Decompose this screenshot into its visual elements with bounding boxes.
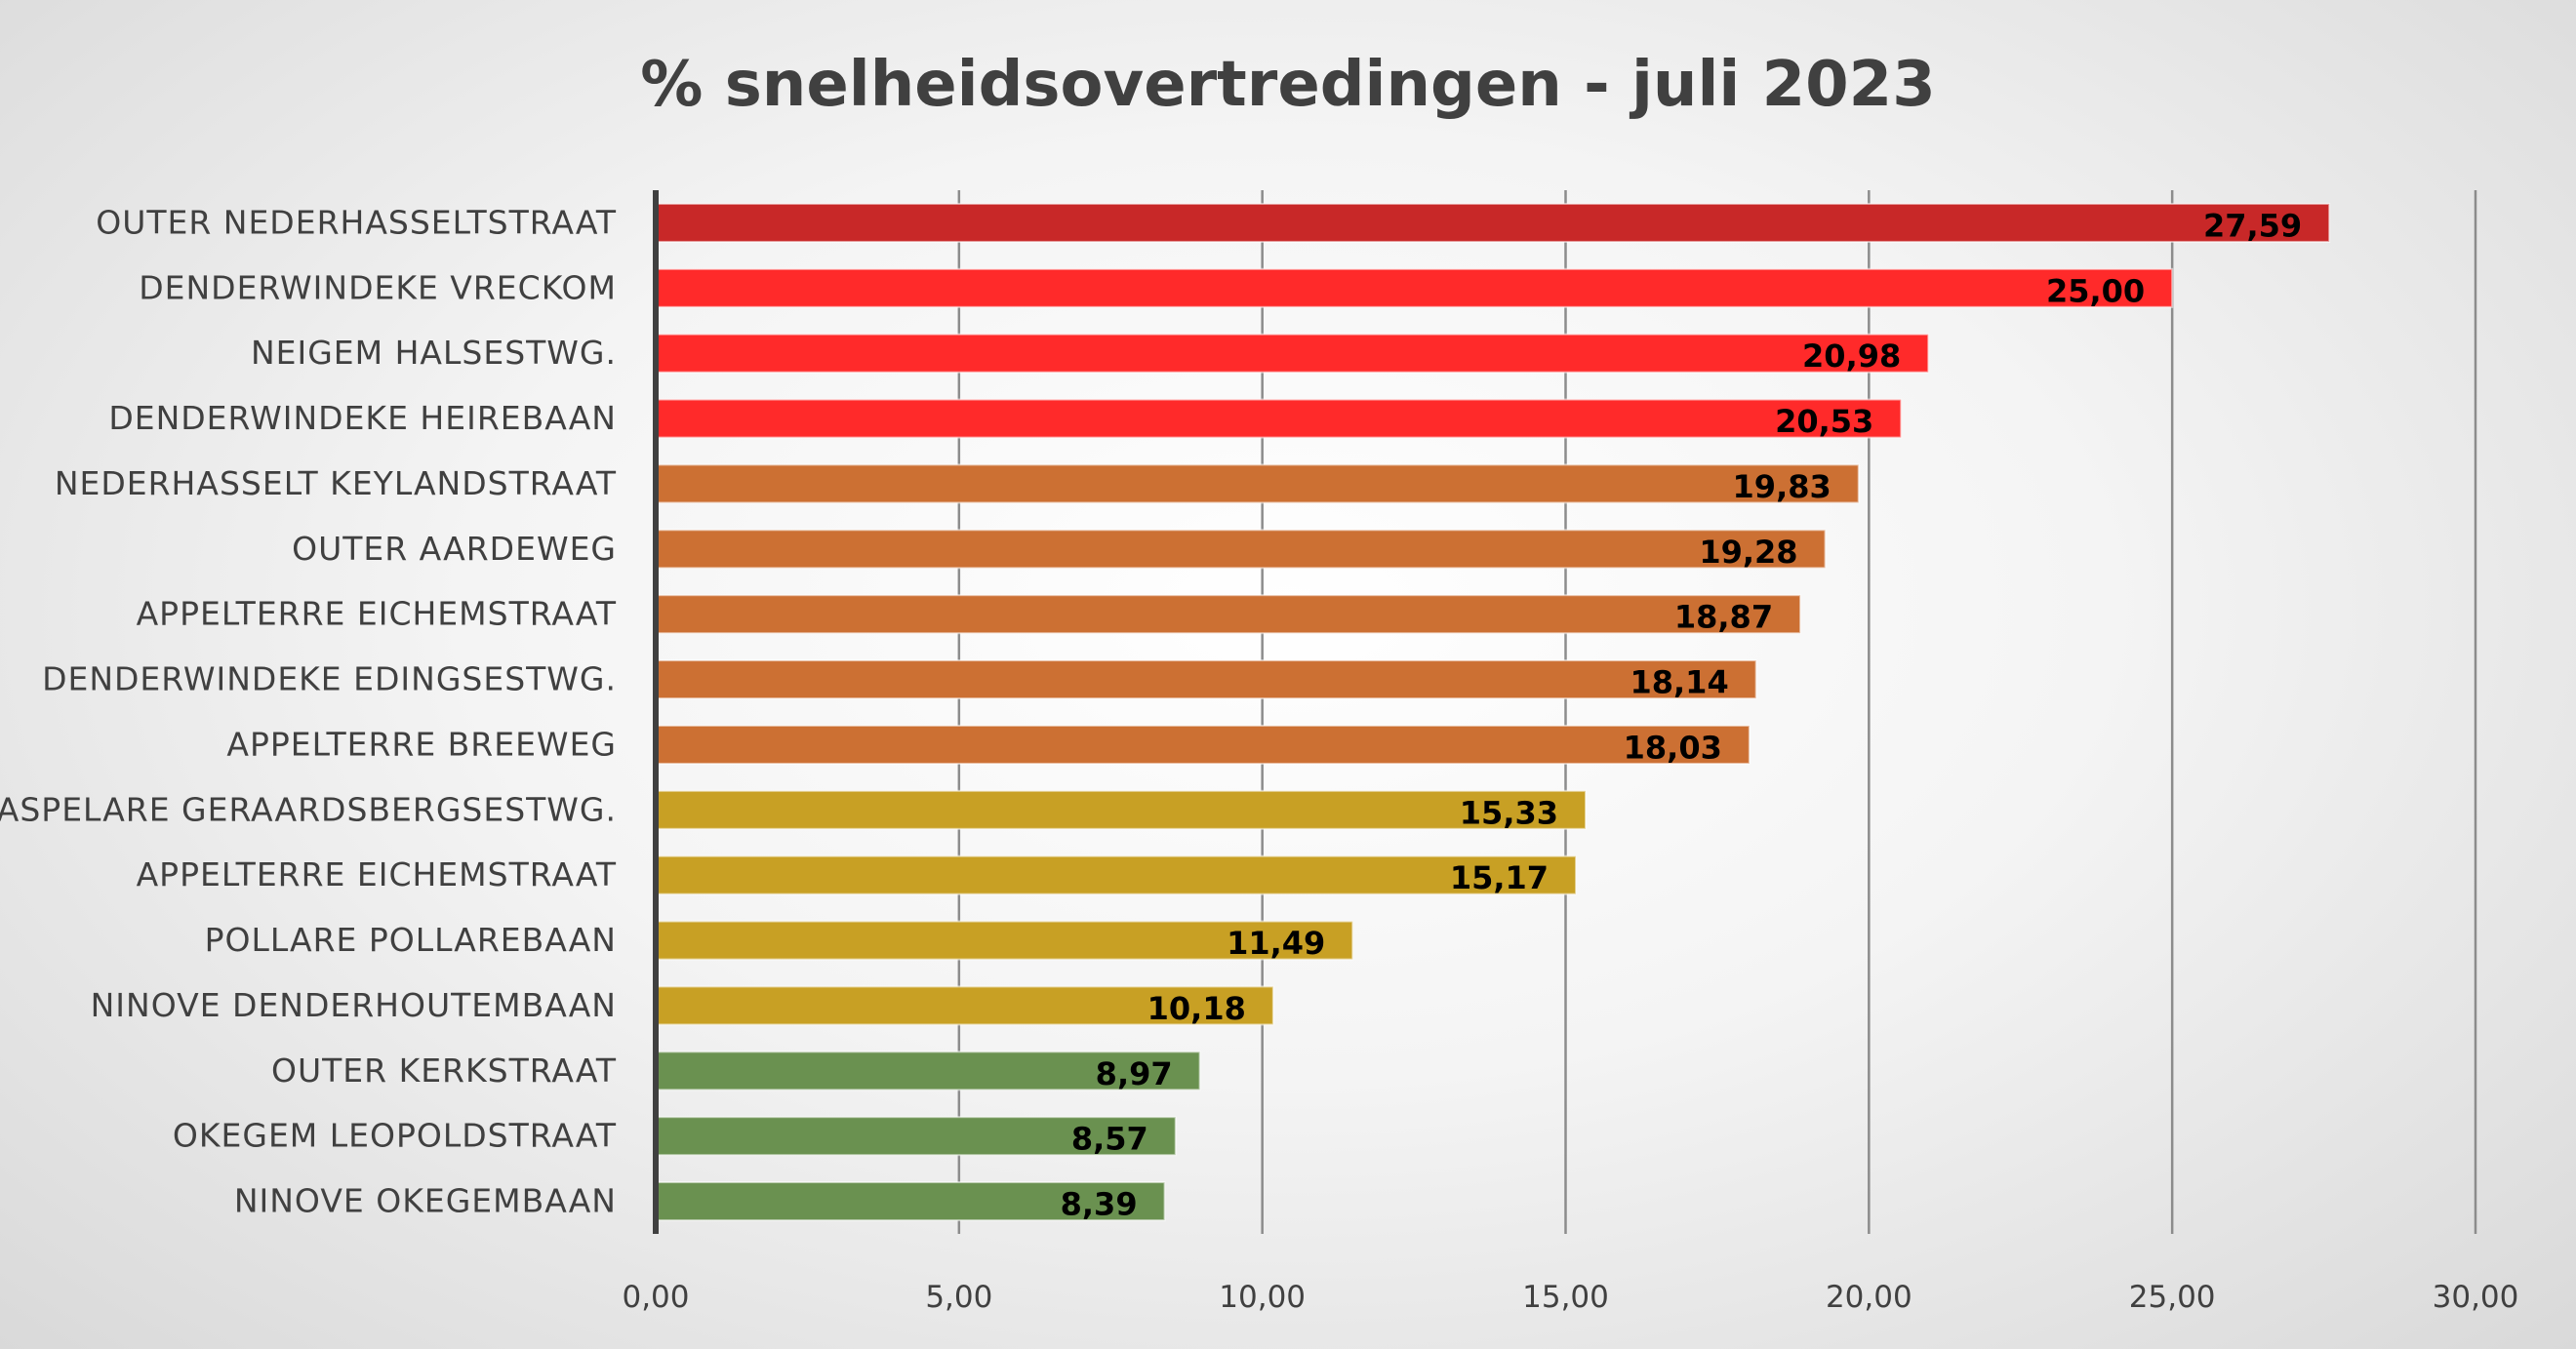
- x-tick-label-4: 20,00: [1826, 1280, 1912, 1315]
- category-label-13: OUTER KERKSTRAAT: [271, 1051, 617, 1090]
- x-tick-label-0: 0,00: [622, 1280, 689, 1315]
- x-tick-label-5: 25,00: [2129, 1280, 2216, 1315]
- data-label-6: 18,87: [1674, 599, 1773, 636]
- bar-15: [655, 1181, 1166, 1222]
- bar-11: [655, 920, 1354, 961]
- bar-7: [655, 659, 1757, 700]
- x-axis-tick-labels: 0,00 5,00 10,00 15,00 20,00 25,00 30,00: [622, 1280, 2518, 1315]
- category-label-0: OUTER NEDERHASSELTSTRAAT: [96, 203, 617, 241]
- bar-9: [655, 789, 1588, 830]
- data-label-7: 18,14: [1630, 664, 1728, 701]
- category-label-11: POLLARE POLLAREBAAN: [205, 921, 617, 959]
- x-tick-label-1: 5,00: [925, 1280, 992, 1315]
- bar-10: [655, 854, 1578, 895]
- bar-8: [655, 724, 1751, 765]
- category-label-1: DENDERWINDEKE VRECKOM: [139, 268, 617, 306]
- data-label-13: 8,97: [1096, 1055, 1173, 1092]
- category-label-14: OKEGEM LEOPOLDSTRAAT: [173, 1117, 617, 1155]
- category-label-12: NINOVE DENDERHOUTEMBAAN: [91, 986, 617, 1024]
- category-label-9: ASPELARE GERAARDSBERGSESTWG.: [0, 790, 617, 828]
- data-label-5: 19,28: [1699, 534, 1797, 571]
- data-label-10: 15,17: [1450, 859, 1549, 896]
- category-label-15: NINOVE OKEGEMBAAN: [234, 1182, 617, 1220]
- x-tick-label-2: 10,00: [1219, 1280, 1306, 1315]
- bar-2: [655, 333, 1930, 374]
- category-label-3: DENDERWINDEKE HEIREBAAN: [108, 399, 617, 437]
- data-label-15: 8,39: [1061, 1186, 1138, 1223]
- category-label-10: APPELTERRE EICHEMSTRAAT: [137, 855, 617, 893]
- category-label-7: DENDERWINDEKE EDINGSESTWG.: [42, 660, 617, 698]
- data-label-2: 20,98: [1802, 337, 1901, 375]
- data-label-8: 18,03: [1624, 729, 1722, 766]
- bar-3: [655, 398, 1903, 439]
- data-label-9: 15,33: [1460, 794, 1558, 831]
- bar-5: [655, 529, 1827, 570]
- data-label-4: 19,83: [1733, 468, 1831, 505]
- bar-1: [655, 267, 2174, 308]
- category-label-5: OUTER AARDEWEG: [292, 530, 617, 568]
- x-tick-label-6: 30,00: [2433, 1280, 2519, 1315]
- data-labels: 27,59 25,00 20,98 20,53 19,83 19,28 18,87 18,14…: [1061, 207, 2303, 1222]
- data-label-0: 27,59: [2203, 207, 2302, 244]
- data-label-12: 10,18: [1147, 990, 1246, 1027]
- category-label-8: APPELTERRE BREEWEG: [226, 725, 617, 763]
- bar-14: [655, 1116, 1177, 1157]
- bar-0: [655, 202, 2331, 243]
- data-label-3: 20,53: [1775, 403, 1873, 440]
- category-label-2: NEIGEM HALSESTWG.: [251, 334, 617, 372]
- data-label-11: 11,49: [1227, 925, 1325, 962]
- category-labels: OUTER NEDERHASSELTSTRAAT DENDERWINDEKE VR…: [0, 203, 617, 1220]
- x-tick-label-3: 15,00: [1522, 1280, 1609, 1315]
- data-label-14: 8,57: [1071, 1121, 1148, 1158]
- bars: [655, 202, 2331, 1222]
- data-label-1: 25,00: [2046, 272, 2145, 309]
- chart-title: % snelheidsovertredingen - juli 2023: [640, 49, 1935, 121]
- category-label-6: APPELTERRE EICHEMSTRAAT: [137, 595, 617, 633]
- bar-6: [655, 594, 1802, 635]
- category-label-4: NEDERHASSELT KEYLANDSTRAAT: [55, 464, 617, 502]
- bar-4: [655, 463, 1860, 504]
- bar-13: [655, 1051, 1201, 1091]
